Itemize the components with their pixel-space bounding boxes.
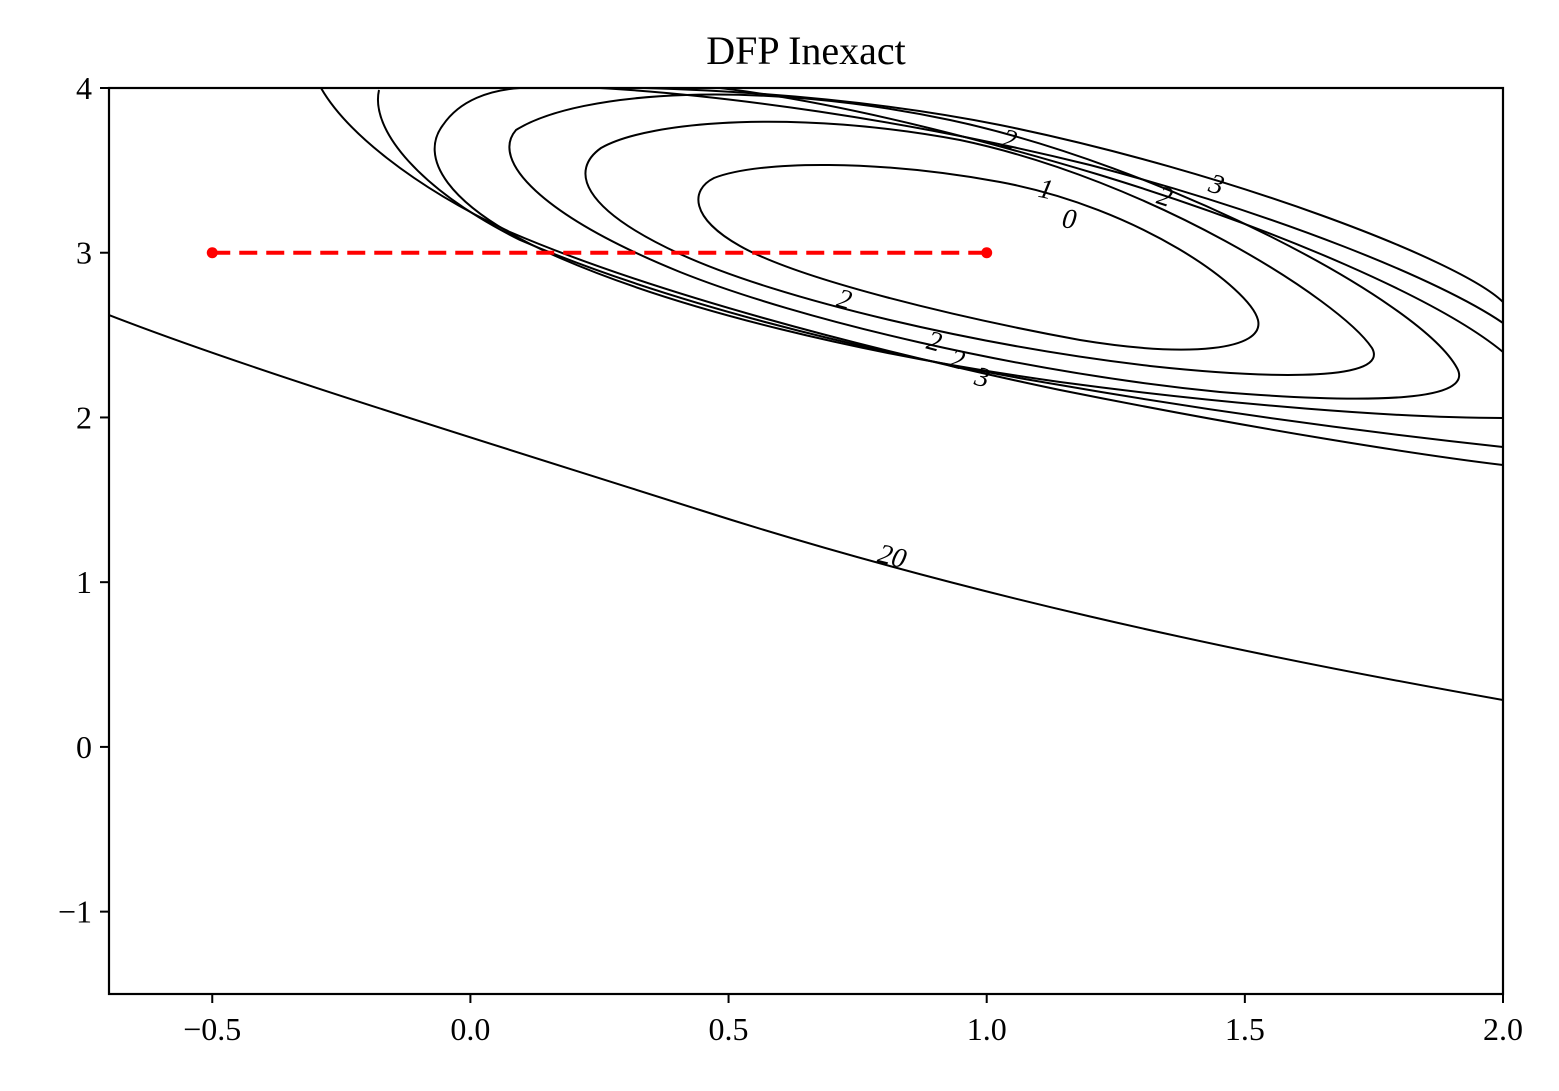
x-tick-label: 2.0 <box>1483 1011 1523 1047</box>
x-tick-label: 0.5 <box>709 1011 749 1047</box>
y-axis: −1 0 1 2 3 4 <box>58 70 109 930</box>
contour-lines <box>109 88 1503 701</box>
contour-label-1: 1 <box>1036 173 1056 206</box>
contour-line-20 <box>109 314 1503 701</box>
contour-label-3-right: 3 <box>1204 168 1227 202</box>
contour-label-0: 0 <box>1060 203 1078 236</box>
y-tick-label: 0 <box>76 729 92 765</box>
y-tick-label: 3 <box>76 235 92 271</box>
chart-title: DFP Inexact <box>706 28 906 73</box>
y-tick-label: 2 <box>76 399 92 435</box>
contour-label-2-lower-b: 2 <box>923 325 945 359</box>
contour-line-3 <box>320 88 1503 466</box>
y-tick-label: 4 <box>76 70 92 106</box>
contour-label-3-lower: 3 <box>970 361 993 395</box>
contour-line-1 <box>584 120 1375 376</box>
optimization-path <box>206 247 993 259</box>
x-tick-label: 0.0 <box>450 1011 490 1047</box>
contour-line-2a <box>508 93 1460 400</box>
contour-line-2c <box>377 88 1503 448</box>
path-point <box>206 247 218 259</box>
x-tick-label: 1.5 <box>1225 1011 1265 1047</box>
y-tick-label: −1 <box>58 894 92 930</box>
axes-frame <box>107 86 1505 996</box>
x-axis: −0.5 0.0 0.5 1.0 1.5 2.0 <box>183 994 1523 1047</box>
x-tick-label: −0.5 <box>183 1011 241 1047</box>
contour-line-0 <box>697 164 1260 351</box>
path-point <box>981 247 993 259</box>
x-tick-label: 1.0 <box>967 1011 1007 1047</box>
y-tick-label: 1 <box>76 564 92 600</box>
